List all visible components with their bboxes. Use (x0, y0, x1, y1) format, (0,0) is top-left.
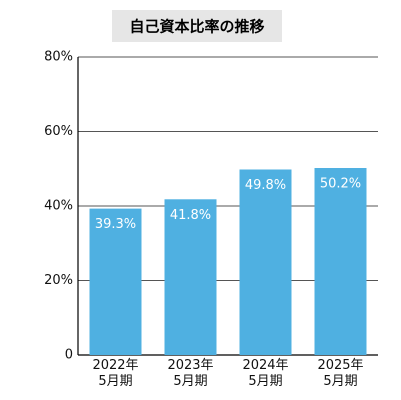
y-tick-label: 80% (44, 50, 73, 65)
title-box (112, 10, 282, 42)
y-tick-label: 60% (44, 124, 73, 139)
bar (89, 208, 142, 355)
x-tick-label: 2023年 5月期 (167, 358, 214, 389)
bar (314, 168, 367, 355)
value-label: 41.8% (170, 208, 211, 223)
x-tick-label: 2022年 5月期 (92, 358, 139, 389)
y-tick-label: 40% (44, 199, 73, 214)
y-tick-label: 20% (44, 273, 73, 288)
chart-title: 自己資本比率の推移 (129, 18, 264, 36)
bar (239, 169, 292, 355)
x-tick-label: 2025年 5月期 (317, 358, 364, 389)
x-tick-label: 2024年 5月期 (242, 358, 289, 389)
value-label: 39.3% (95, 217, 136, 232)
y-tick-label: 0 (65, 348, 73, 363)
bar (164, 199, 217, 355)
value-label: 49.8% (245, 178, 286, 193)
value-label: 50.2% (320, 177, 361, 192)
